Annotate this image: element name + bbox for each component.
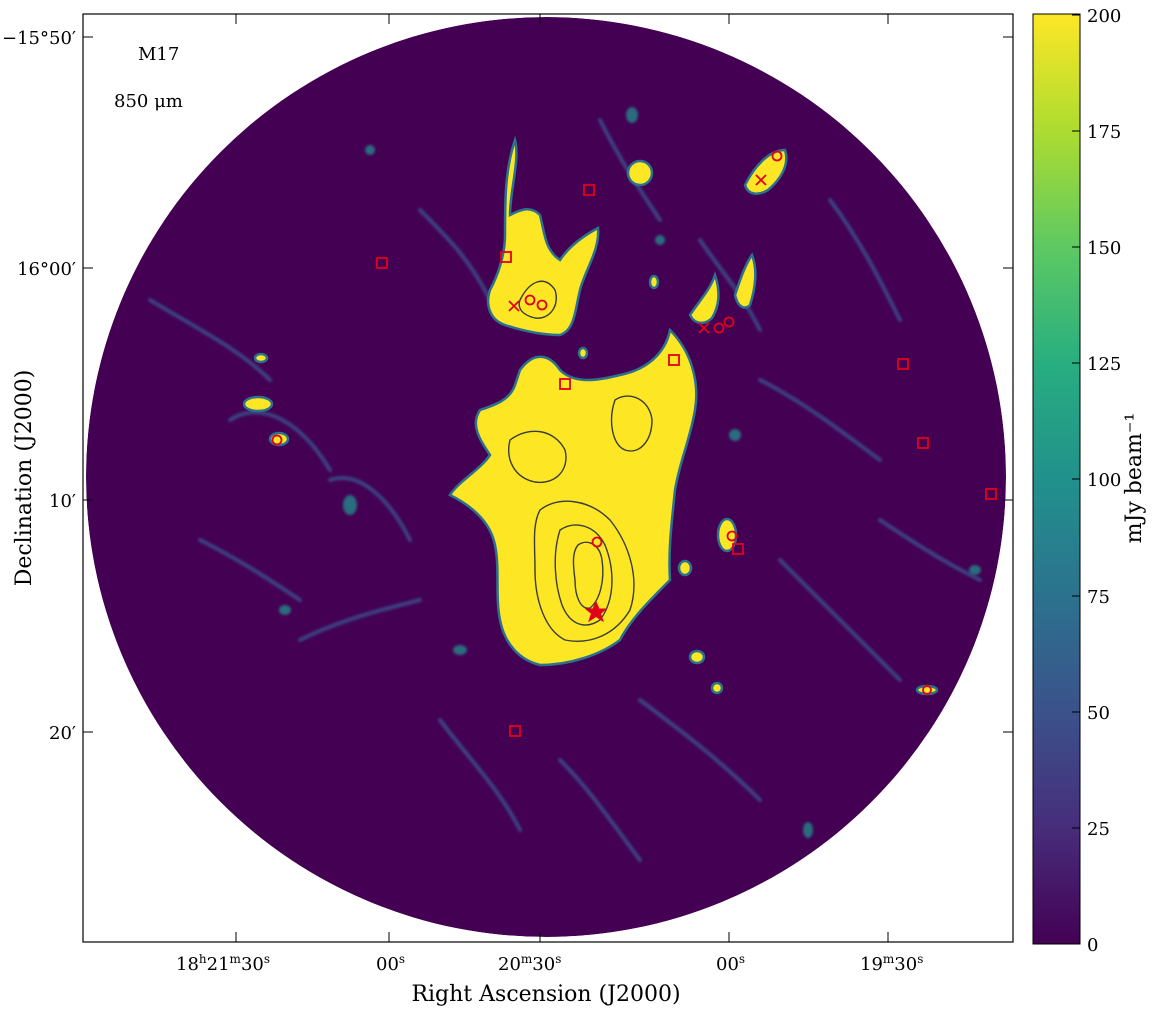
colorbar-tick-label: 150 [1087, 238, 1121, 259]
square-marker [985, 488, 997, 500]
y-tick-labels: −15°50′ 16°00′ 10′ 20′ [2, 28, 76, 744]
colorbar-tick-label: 125 [1087, 354, 1121, 375]
square-marker [376, 257, 388, 269]
marker-layer [271, 150, 997, 737]
circle-marker [536, 299, 548, 311]
circle-marker [713, 322, 725, 334]
y-tick-label: −15°50′ [2, 28, 76, 49]
colorbar-tick-label: 0 [1087, 935, 1098, 956]
svg-text:19m30s: 19m30s [860, 952, 923, 975]
circle-marker [723, 316, 735, 328]
colorbar-tick-label: 50 [1087, 703, 1110, 724]
svg-text:20m30s: 20m30s [498, 952, 561, 975]
y-tick-label: 16°00′ [17, 259, 76, 280]
axis-ticks [83, 14, 1013, 942]
svg-text:00s: 00s [376, 952, 405, 975]
circle-marker [591, 536, 603, 548]
square-marker [583, 184, 595, 196]
square-marker [897, 358, 909, 370]
square-marker [500, 251, 512, 263]
colorbar-tick-label: 25 [1087, 819, 1110, 840]
object-label: M17 [138, 44, 179, 65]
cross-marker [508, 300, 520, 312]
circle-marker [771, 150, 783, 162]
cross-marker [755, 174, 767, 186]
colorbar-tick-label: 75 [1087, 587, 1110, 608]
svg-text:00s: 00s [716, 952, 745, 975]
y-tick-label: 20′ [49, 723, 76, 744]
faint-filaments [148, 118, 982, 862]
y-axis-title: Declination (J2000) [12, 370, 37, 587]
bright-emission [242, 135, 939, 696]
svg-text:18h21m30s: 18h21m30s [176, 952, 270, 975]
y-tick-label: 10′ [49, 491, 76, 512]
square-marker [509, 725, 521, 737]
circle-marker [922, 685, 932, 695]
colorbar-tick-label: 100 [1087, 470, 1121, 491]
cross-marker [698, 322, 710, 334]
square-marker [917, 437, 929, 449]
faint-clumps [279, 107, 981, 838]
colorbar-tick-labels: 0 25 50 75 100 125 150 175 200 [1087, 6, 1121, 956]
colorbar-ticks [1072, 14, 1080, 945]
square-marker [668, 354, 680, 366]
colorbar-tick-label: 175 [1087, 122, 1121, 143]
map-field [86, 17, 1006, 937]
colorbar-tick-label: 200 [1087, 6, 1121, 27]
band-label: 850 μm [114, 91, 183, 112]
circle-marker [271, 434, 283, 446]
colorbar-label: mJy beam⁻¹ [1122, 413, 1147, 544]
square-marker [732, 543, 744, 555]
x-tick-labels: 18h21m30s 00s 20m30s 00s 19m30s [176, 952, 923, 975]
circle-marker [524, 294, 536, 306]
circle-marker [726, 530, 738, 542]
x-axis-title: Right Ascension (J2000) [411, 982, 680, 1007]
contours [508, 280, 653, 642]
colorbar: 0 25 50 75 100 125 150 175 200 mJy beam⁻… [1032, 6, 1147, 956]
square-marker [559, 378, 571, 390]
star-marker [584, 600, 608, 623]
